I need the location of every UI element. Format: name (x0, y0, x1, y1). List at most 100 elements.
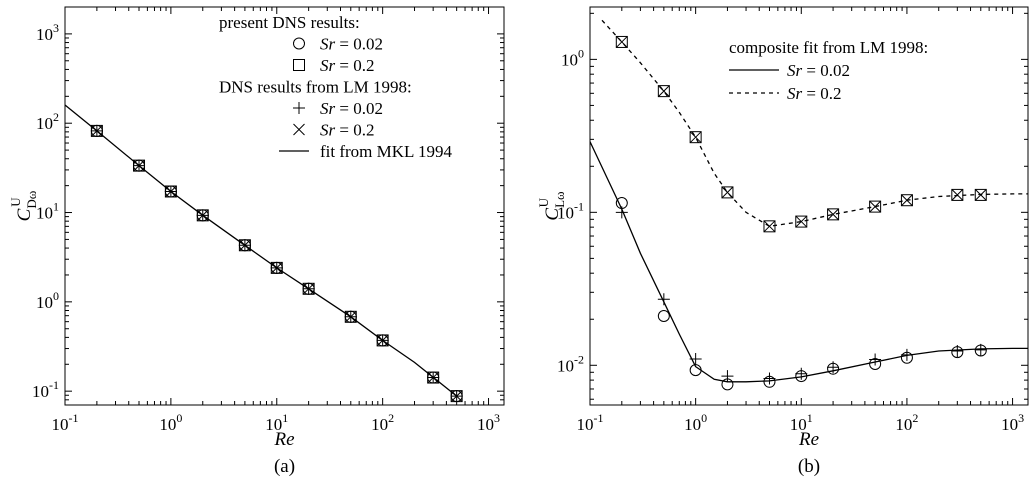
legend-text: = 0.02 (335, 35, 383, 54)
data-point-plus (721, 370, 734, 383)
ylabel-subscript: Lω (552, 191, 567, 208)
x-tick-label: 102 (895, 411, 918, 434)
legend-entry: Sr = 0.2 (787, 84, 841, 103)
x-tick-label: 101 (790, 411, 813, 434)
legend-text: = 0.02 (802, 61, 850, 80)
tick-base: 10 (577, 415, 594, 434)
data-point-plus (763, 372, 776, 385)
tick-exponent: 2 (912, 411, 918, 425)
legend-var: Sr (787, 61, 803, 80)
y-tick-label: 10-1 (557, 199, 584, 222)
ylabel-subscript: Dω (24, 190, 39, 208)
x-tick-label: 10-1 (52, 411, 79, 434)
chart-panel-a: 10-1 100 101 102 10310-1100101102103ReCDωU(a… (8, 6, 505, 477)
tick-base: 10 (32, 382, 49, 401)
legend-heading: composite fit from LM 1998: (729, 38, 928, 57)
y-tick-label: 101 (36, 200, 59, 223)
data-point-plus (795, 367, 808, 380)
series-line (589, 141, 1028, 383)
tick-exponent: 3 (53, 21, 59, 35)
tick-exponent: -1 (69, 411, 79, 425)
data-point-plus (657, 293, 670, 306)
tick-exponent: 1 (282, 411, 288, 425)
data-point-square (721, 186, 734, 199)
tick-base: 10 (561, 50, 578, 69)
chart-panel-b: 10-1 100 101 102 10310-210-1100ReCLωU(b)comp… (536, 6, 1029, 477)
ylabel-base: C (542, 208, 563, 221)
legend-marker-square (293, 59, 305, 71)
tick-exponent: 0 (701, 411, 707, 425)
x-tick-label: 100 (684, 411, 707, 434)
tick-base: 10 (36, 25, 53, 44)
legend-entry: fit from MKL 1994 (320, 142, 453, 161)
data-point-cross (689, 131, 702, 144)
legend-var: Sr (320, 121, 336, 140)
legend-text: = 0.02 (335, 99, 383, 118)
tick-exponent: 0 (53, 289, 59, 303)
legend-var: Sr (787, 84, 803, 103)
y-tick-label: 102 (36, 110, 59, 133)
data-point-square (795, 215, 808, 228)
tick-base: 10 (159, 415, 176, 434)
tick-base: 10 (36, 204, 53, 223)
ylabel-base: C (14, 208, 35, 221)
tick-exponent: -2 (574, 352, 584, 366)
data-point-plus (974, 343, 987, 356)
x-tick-label: 10-1 (577, 411, 604, 434)
data-point-square (827, 208, 840, 221)
data-point-square (974, 188, 987, 201)
y-tick-label: 10-2 (557, 352, 584, 375)
tick-exponent: 1 (807, 411, 813, 425)
x-tick-label: 101 (265, 411, 288, 434)
tick-base: 10 (36, 114, 53, 133)
data-point-square (869, 200, 882, 213)
tick-exponent: 1 (53, 200, 59, 214)
series-line (64, 104, 458, 397)
tick-exponent: 3 (494, 411, 500, 425)
data-point-square (689, 131, 702, 144)
y-tick-label: 103 (36, 21, 59, 44)
x-tick-label: 103 (477, 411, 500, 434)
legend-var: Sr (320, 99, 336, 118)
data-point-square (615, 35, 628, 48)
y-axis-label: CLωU (536, 191, 567, 221)
y-tick-label: 100 (561, 46, 584, 69)
legend-entry: Sr = 0.02 (787, 61, 850, 80)
ylabel-superscript: U (8, 197, 23, 207)
x-tick-label: 103 (1001, 411, 1024, 434)
data-point-cross (795, 215, 808, 228)
tick-exponent: 2 (53, 110, 59, 124)
legend-text: = 0.2 (335, 56, 374, 75)
data-point-square (900, 194, 913, 207)
tick-base: 10 (52, 415, 69, 434)
tick-exponent: -1 (574, 199, 584, 213)
legend-marker-plus (293, 102, 305, 114)
x-tick-label: 102 (371, 411, 394, 434)
tick-exponent: 0 (578, 46, 584, 60)
legend-text: fit from MKL 1994 (320, 142, 453, 161)
y-axis-label: CDωU (8, 190, 39, 221)
tick-base: 10 (477, 415, 494, 434)
legend-var: Sr (320, 35, 336, 54)
tick-base: 10 (790, 415, 807, 434)
x-axis-label: Re (273, 429, 294, 450)
data-point-circle (657, 310, 670, 323)
data-point-cross (827, 208, 839, 221)
data-point-plus (951, 344, 964, 357)
data-point-square (763, 220, 776, 233)
tick-exponent: 3 (1018, 411, 1024, 425)
tick-base: 10 (557, 356, 574, 375)
legend-entry: Sr = 0.2 (320, 56, 374, 75)
tick-base: 10 (1001, 415, 1018, 434)
plot-frame (589, 6, 1029, 406)
data-point-cross (869, 200, 881, 213)
x-tick-label: 100 (159, 411, 182, 434)
data-point-square (657, 85, 670, 98)
y-tick-label: 10-1 (32, 378, 59, 401)
legend-marker-cross (293, 123, 305, 136)
tick-base: 10 (895, 415, 912, 434)
x-axis-label: Re (798, 429, 819, 450)
y-tick-label: 100 (36, 289, 59, 312)
